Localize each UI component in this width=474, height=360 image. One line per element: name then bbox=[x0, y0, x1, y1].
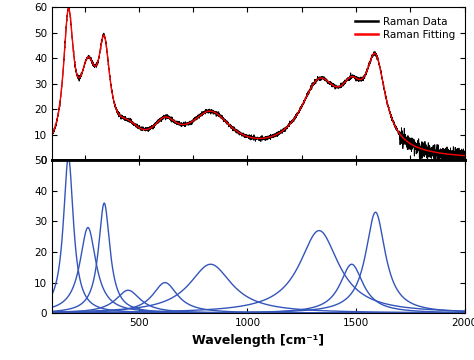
Raman Data bbox=[65, 5, 71, 9]
Raman Fitting bbox=[462, 153, 467, 158]
Raman Fitting bbox=[428, 149, 434, 154]
Raman Data bbox=[349, 75, 355, 79]
Raman Data bbox=[428, 149, 434, 153]
X-axis label: Wavelength [cm⁻¹]: Wavelength [cm⁻¹] bbox=[192, 334, 324, 347]
Raman Fitting bbox=[349, 75, 355, 79]
Raman Data bbox=[226, 122, 232, 126]
Raman Fitting bbox=[49, 132, 55, 137]
Raman Data bbox=[223, 119, 228, 123]
Raman Data bbox=[436, 158, 441, 162]
Legend: Raman Data, Raman Fitting: Raman Data, Raman Fitting bbox=[351, 12, 459, 44]
Raman Fitting bbox=[66, 6, 72, 10]
Line: Raman Data: Raman Data bbox=[52, 7, 465, 160]
Raman Fitting bbox=[226, 122, 232, 127]
Raman Fitting bbox=[449, 152, 455, 157]
Raman Data bbox=[462, 156, 467, 160]
Line: Raman Fitting: Raman Fitting bbox=[52, 8, 465, 156]
Raman Data bbox=[246, 135, 251, 139]
Raman Fitting bbox=[246, 135, 251, 139]
Raman Data bbox=[49, 132, 55, 136]
Raman Data bbox=[449, 157, 455, 161]
Raman Fitting bbox=[223, 119, 228, 123]
